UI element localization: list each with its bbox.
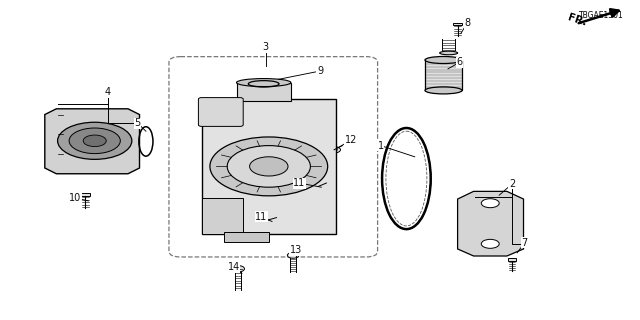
Text: 11: 11 bbox=[293, 178, 306, 188]
Circle shape bbox=[210, 137, 328, 196]
Polygon shape bbox=[425, 60, 462, 91]
FancyBboxPatch shape bbox=[80, 193, 90, 196]
Circle shape bbox=[83, 135, 106, 147]
Text: TBGAE1301: TBGAE1301 bbox=[579, 11, 624, 20]
Text: FR.: FR. bbox=[566, 12, 588, 28]
Polygon shape bbox=[224, 232, 269, 242]
Circle shape bbox=[481, 239, 499, 248]
Circle shape bbox=[227, 146, 310, 187]
Circle shape bbox=[481, 199, 499, 208]
Ellipse shape bbox=[237, 79, 291, 87]
Text: 12: 12 bbox=[344, 135, 357, 145]
Circle shape bbox=[313, 183, 324, 189]
Text: 9: 9 bbox=[317, 66, 323, 76]
Polygon shape bbox=[202, 99, 336, 234]
Text: 2: 2 bbox=[509, 179, 515, 189]
Circle shape bbox=[262, 217, 273, 223]
Circle shape bbox=[316, 185, 322, 188]
Polygon shape bbox=[45, 109, 140, 174]
Text: 3: 3 bbox=[262, 42, 269, 52]
Circle shape bbox=[250, 157, 288, 176]
Polygon shape bbox=[458, 191, 524, 256]
Text: 11: 11 bbox=[255, 212, 268, 222]
Text: 10: 10 bbox=[69, 193, 82, 203]
Circle shape bbox=[58, 122, 132, 159]
Polygon shape bbox=[237, 83, 291, 101]
Text: 6: 6 bbox=[456, 57, 463, 68]
Text: 4: 4 bbox=[104, 87, 111, 97]
Circle shape bbox=[287, 252, 299, 258]
FancyBboxPatch shape bbox=[508, 259, 516, 261]
Ellipse shape bbox=[425, 57, 462, 64]
Text: 8: 8 bbox=[464, 18, 470, 28]
Text: 5: 5 bbox=[134, 118, 141, 128]
Circle shape bbox=[232, 266, 244, 272]
Circle shape bbox=[331, 148, 337, 151]
Text: 1: 1 bbox=[378, 140, 384, 151]
Circle shape bbox=[328, 147, 340, 153]
Circle shape bbox=[265, 219, 270, 221]
Text: 13: 13 bbox=[289, 245, 302, 255]
Circle shape bbox=[69, 128, 120, 154]
Ellipse shape bbox=[425, 87, 462, 94]
Polygon shape bbox=[202, 198, 243, 234]
Text: 14: 14 bbox=[227, 262, 240, 272]
FancyBboxPatch shape bbox=[453, 23, 462, 26]
Ellipse shape bbox=[440, 51, 458, 55]
Text: 7: 7 bbox=[522, 237, 528, 248]
FancyBboxPatch shape bbox=[198, 98, 243, 126]
